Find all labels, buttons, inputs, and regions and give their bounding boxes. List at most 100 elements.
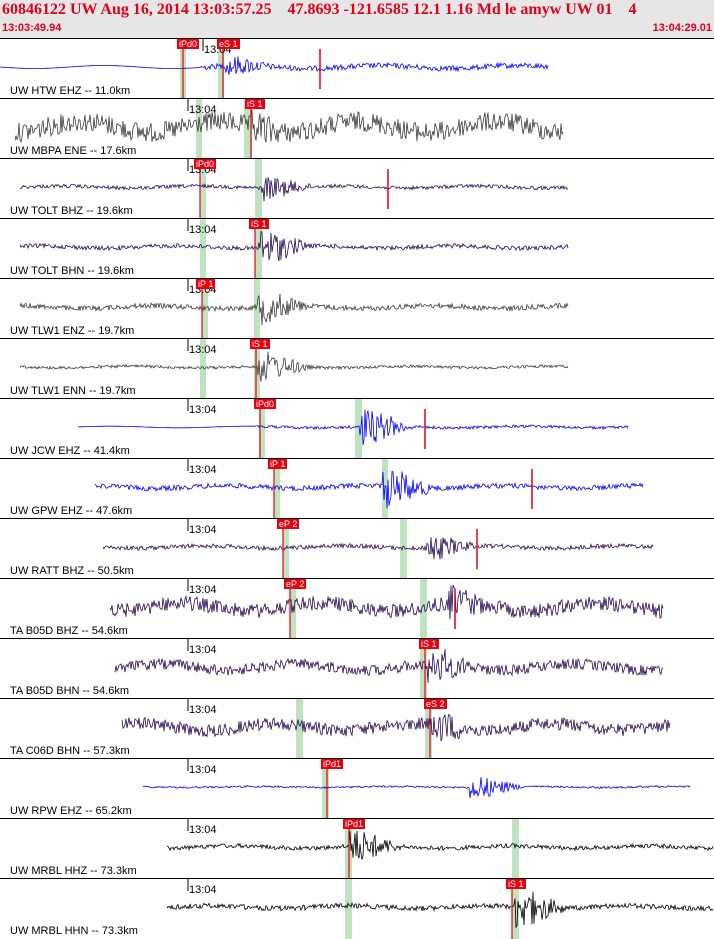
p-pick-label[interactable]: iPd1 <box>321 759 344 769</box>
trace-plot <box>114 639 664 699</box>
pick-window <box>200 159 206 219</box>
pick-window <box>290 579 296 639</box>
trace-panel[interactable]: 13:04 iS 1 UW TLW1 ENN -- 19.7km <box>0 338 714 399</box>
station-label: TA C06D BHN -- 57.3km <box>10 745 130 757</box>
trace-plot <box>166 879 714 939</box>
trace-panel[interactable]: 13:04 iP 1 UW TLW1 ENZ -- 19.7km <box>0 278 714 339</box>
p-pick-label[interactable]: iPd1 <box>343 819 366 829</box>
pick-window <box>283 519 289 579</box>
trace-panel[interactable]: 13:04 eS 2 TA C06D BHN -- 57.3km <box>0 698 714 759</box>
trace-panel[interactable]: 13:04 iPd0 eS 1 UW HTW EHZ -- 11.0km <box>0 38 714 99</box>
trace-plot <box>19 159 569 219</box>
trace-plot <box>19 339 569 399</box>
trace-plot <box>0 39 549 99</box>
waveform <box>19 230 569 262</box>
p-pick-label[interactable]: iPd0 <box>254 399 277 409</box>
p-pick-label[interactable]: iP 1 <box>268 459 288 469</box>
s-pick-label[interactable]: iS 1 <box>506 879 526 889</box>
trace-panel[interactable]: 13:04 eP 2 TA B05D BHZ -- 54.6km <box>0 578 714 639</box>
end-time: 13:04:29.01 <box>652 22 712 34</box>
pick-window <box>355 399 362 459</box>
tick-label: 13:04 <box>189 764 217 776</box>
waveform <box>14 109 564 144</box>
s-pick-label[interactable]: eS 2 <box>424 699 447 709</box>
tick-label: 13:04 <box>189 704 217 716</box>
station-label: UW MRBL HHZ -- 73.3km <box>10 865 137 877</box>
pick-window <box>400 519 407 579</box>
pick-window <box>255 219 262 279</box>
waveform <box>114 649 664 683</box>
trace-panel[interactable]: 13:04 iPd0 UW TOLT BHZ -- 19.6km <box>0 158 714 219</box>
tick-label: 13:04 <box>189 464 217 476</box>
header-bar: 60846122 UW Aug 16, 2014 13:03:57.25 47.… <box>0 0 714 38</box>
waveform <box>94 471 644 509</box>
pick-window <box>322 759 329 819</box>
waveform <box>109 584 664 620</box>
s-pick-label[interactable]: eS 1 <box>217 39 240 49</box>
trace-panel[interactable]: 13:04 iPd1 UW MRBL HHZ -- 73.3km <box>0 818 714 879</box>
pick-window <box>274 459 280 519</box>
waveform <box>78 409 629 446</box>
trace-plot <box>94 459 644 519</box>
waveform <box>142 777 691 799</box>
trace-plot <box>14 99 564 159</box>
pick-window <box>425 699 432 759</box>
tick-label: 13:04 <box>189 104 217 116</box>
station-label: UW TOLT BHN -- 19.6km <box>10 265 134 277</box>
station-label: UW JCW EHZ -- 41.4km <box>10 445 130 457</box>
waveform <box>166 830 714 860</box>
tick-label: 13:04 <box>189 404 217 416</box>
station-label: UW TOLT BHZ -- 19.6km <box>10 205 133 217</box>
tick-label: 13:04 <box>189 584 217 596</box>
tick-label: 13:04 <box>189 344 217 356</box>
p-pick-label[interactable]: iPd0 <box>194 159 217 169</box>
trace-panel[interactable]: 13:04 iS 1 UW MBPA ENE -- 17.6km <box>0 98 714 159</box>
waveform <box>19 177 569 202</box>
waveform <box>166 891 714 929</box>
s-pick-label[interactable]: iS 1 <box>419 639 439 649</box>
trace-plot <box>121 699 671 759</box>
p-pick-label[interactable]: iP 1 <box>196 279 216 289</box>
start-time: 13:03:49.94 <box>2 22 62 34</box>
trace-panel[interactable]: 13:04 iS 1 UW TOLT BHN -- 19.6km <box>0 218 714 279</box>
waveform <box>121 713 671 742</box>
s-pick-label[interactable]: iS 1 <box>249 219 269 229</box>
tick-label: 13:04 <box>189 524 217 536</box>
station-label: UW MRBL HHN -- 73.3km <box>10 925 138 937</box>
station-label: TA B05D BHZ -- 54.6km <box>10 625 128 637</box>
pick-window <box>420 579 427 639</box>
trace-panel[interactable]: 13:04 iS 1 TA B05D BHN -- 54.6km <box>0 638 714 699</box>
trace-plot <box>78 399 629 459</box>
waveform <box>0 56 549 75</box>
station-label: UW RPW EHZ -- 65.2km <box>10 805 132 817</box>
waveform <box>19 293 569 326</box>
trace-plot <box>109 579 664 639</box>
trace-panel[interactable]: 13:04 iS 1 UW MRBL HHN -- 73.3km <box>0 878 714 939</box>
tick-label: 13:04 <box>189 824 217 836</box>
trace-plot <box>142 759 691 819</box>
trace-panel[interactable]: 13:04 eP 2 UW RATT BHZ -- 50.5km <box>0 518 714 579</box>
trace-panel[interactable]: 13:04 iPd1 UW RPW EHZ -- 65.2km <box>0 758 714 819</box>
tick-label: 13:04 <box>189 644 217 656</box>
trace-panel[interactable]: 13:04 iP 1 UW GPW EHZ -- 47.6km <box>0 458 714 519</box>
pick-window <box>512 819 519 879</box>
p-pick-label[interactable]: eP 2 <box>284 579 307 589</box>
s-pick-label[interactable]: iS 1 <box>245 99 265 109</box>
p-pick-label[interactable]: eP 2 <box>277 519 300 529</box>
tick-label: 13:04 <box>189 884 217 896</box>
station-label: TA B05D BHN -- 54.6km <box>10 685 129 697</box>
waveform <box>102 537 654 560</box>
station-label: UW GPW EHZ -- 47.6km <box>10 505 133 517</box>
pick-window <box>296 699 303 759</box>
station-label: UW MBPA ENE -- 17.6km <box>10 145 137 157</box>
pick-window <box>196 99 202 159</box>
s-pick-label[interactable]: iS 1 <box>250 339 270 349</box>
pick-window <box>345 879 352 939</box>
trace-plot <box>166 819 714 879</box>
trace-panel[interactable]: 13:04 iPd0 UW JCW EHZ -- 41.4km <box>0 398 714 459</box>
waveform <box>19 351 569 382</box>
trace-plot <box>19 219 569 279</box>
p-pick-label[interactable]: iPd0 <box>177 39 200 49</box>
event-title: 60846122 UW Aug 16, 2014 13:03:57.25 47.… <box>2 1 637 18</box>
station-label: UW TLW1 ENZ -- 19.7km <box>10 325 135 337</box>
